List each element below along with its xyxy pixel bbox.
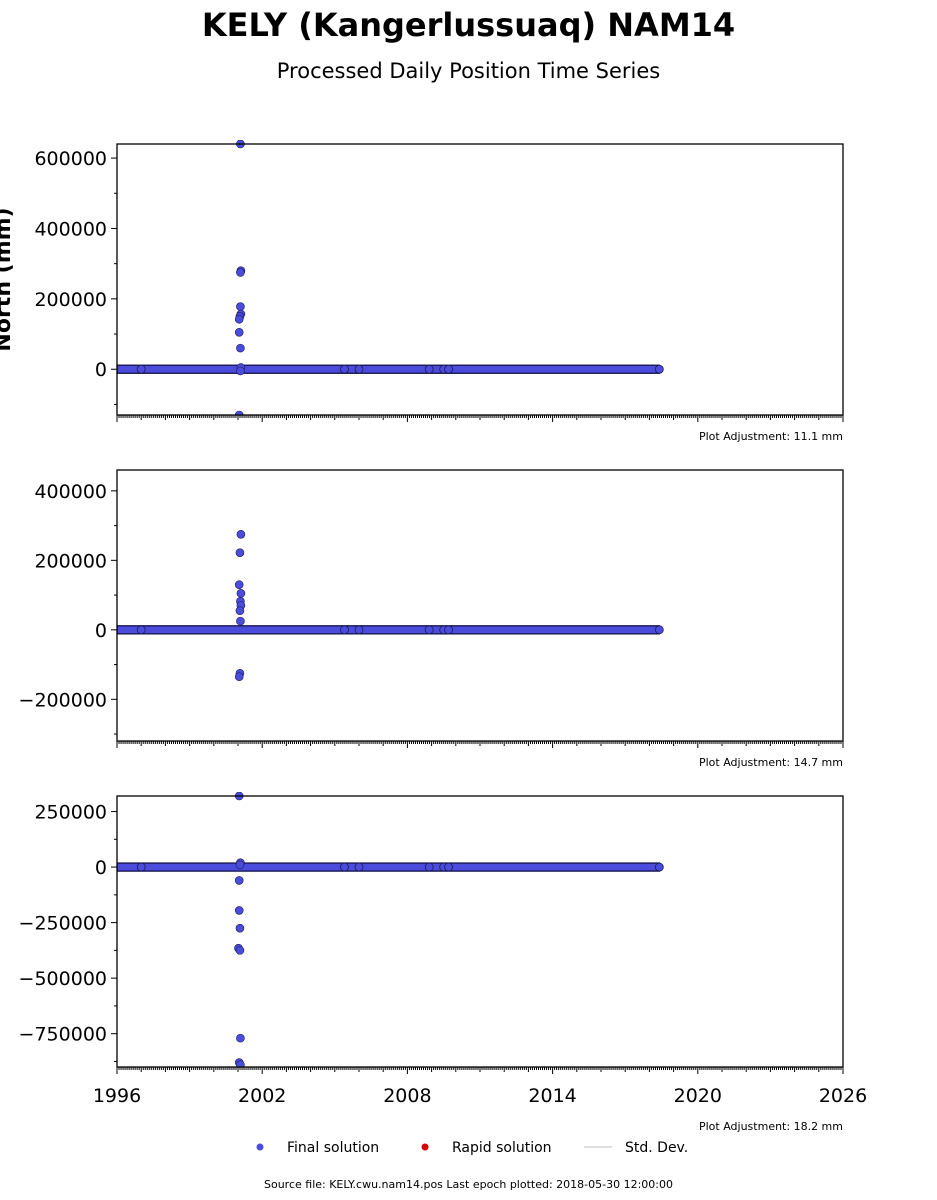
data-point bbox=[654, 862, 664, 872]
legend-marker bbox=[256, 1143, 264, 1151]
data-point bbox=[444, 625, 453, 635]
plot-adjustment-label: Plot Adjustment: 18.2 mm bbox=[699, 1120, 843, 1133]
plot-area bbox=[117, 529, 664, 682]
y-tick-label: −500000 bbox=[19, 968, 107, 990]
axes-frame bbox=[116, 143, 844, 416]
data-point bbox=[340, 862, 349, 872]
data-point bbox=[234, 327, 244, 337]
data-point bbox=[136, 364, 146, 374]
data-point bbox=[236, 343, 245, 353]
data-point bbox=[136, 862, 146, 872]
data-point bbox=[234, 314, 244, 324]
x-tick-label: 2014 bbox=[528, 1085, 576, 1107]
data-point bbox=[340, 625, 349, 635]
y-tick-label: 400000 bbox=[34, 218, 107, 240]
y-tick-label: 0 bbox=[95, 857, 107, 879]
x-tick-label: 2008 bbox=[383, 1085, 431, 1107]
legend-label: Final solution bbox=[287, 1140, 379, 1156]
y-tick-label: −200000 bbox=[19, 689, 107, 711]
data-point bbox=[354, 364, 364, 374]
data-point bbox=[354, 862, 364, 872]
data-point bbox=[654, 364, 664, 374]
axes-frame bbox=[116, 469, 844, 742]
data-point bbox=[444, 364, 453, 374]
y-tick-label: −250000 bbox=[19, 913, 107, 935]
plot-adjustment-label: Plot Adjustment: 11.1 mm bbox=[699, 430, 843, 443]
daily-solution-band bbox=[117, 625, 661, 635]
data-point bbox=[234, 876, 244, 885]
data-point bbox=[654, 625, 664, 635]
up-panel: −750000 −500000 −250000 0 250000 1996 2002 2008… bbox=[19, 792, 867, 1133]
y-tick-label: 250000 bbox=[34, 802, 107, 824]
legend: Final solution Rapid solution Std. Dev. bbox=[256, 1140, 688, 1156]
x-tick-label: 2020 bbox=[674, 1085, 722, 1107]
data-point bbox=[234, 906, 244, 915]
data-point bbox=[236, 529, 246, 539]
data-point bbox=[424, 625, 434, 635]
data-point bbox=[235, 923, 245, 933]
north-panel: 0 200000 400000 600000 North (mm) Plot Adjust… bbox=[0, 140, 844, 443]
data-point bbox=[235, 548, 245, 557]
source-footer: Source file: KELY.cwu.nam14.pos Last epo… bbox=[264, 1178, 673, 1191]
data-point bbox=[340, 364, 349, 374]
data-point bbox=[234, 672, 244, 682]
plot-area bbox=[117, 792, 664, 1067]
y-tick-label: 0 bbox=[95, 620, 107, 642]
y-tick-label: 0 bbox=[95, 359, 107, 381]
legend-marker bbox=[421, 1143, 429, 1151]
figure-subtitle: Processed Daily Position Time Series bbox=[277, 59, 661, 83]
east-panel: −200000 0 200000 400000 Plot Adjustment: 14.… bbox=[19, 469, 844, 769]
data-point bbox=[235, 946, 245, 955]
data-point bbox=[236, 589, 246, 598]
data-point bbox=[236, 366, 245, 376]
x-tick-label: 2002 bbox=[238, 1085, 286, 1107]
data-point bbox=[236, 302, 245, 311]
y-tick-label: 200000 bbox=[34, 550, 107, 572]
data-point bbox=[234, 580, 244, 589]
legend-label: Std. Dev. bbox=[625, 1140, 688, 1156]
y-tick-label: 200000 bbox=[34, 289, 107, 311]
y-tick-label: 600000 bbox=[34, 148, 107, 170]
data-point bbox=[136, 625, 146, 635]
data-point bbox=[236, 268, 245, 277]
axes-frame bbox=[116, 795, 844, 1068]
x-tick-label: 1996 bbox=[93, 1085, 141, 1107]
legend-label: Rapid solution bbox=[452, 1140, 552, 1156]
x-tick-label: 2026 bbox=[819, 1085, 867, 1107]
data-point bbox=[236, 1060, 245, 1067]
plot-adjustment-label: Plot Adjustment: 14.7 mm bbox=[699, 756, 843, 769]
y-tick-label: 400000 bbox=[34, 481, 107, 503]
daily-solution-band bbox=[117, 364, 661, 374]
data-point bbox=[234, 410, 244, 415]
data-point bbox=[444, 862, 453, 872]
data-point bbox=[235, 606, 245, 616]
daily-solution-band bbox=[117, 862, 661, 872]
y-tick-label: −750000 bbox=[19, 1024, 107, 1046]
data-point bbox=[236, 616, 245, 626]
data-point bbox=[235, 860, 245, 870]
data-point bbox=[424, 862, 434, 872]
data-point bbox=[424, 364, 434, 374]
data-point bbox=[236, 1033, 245, 1043]
y-axis-label: North (mm) bbox=[0, 207, 16, 351]
plot-area bbox=[117, 140, 664, 415]
data-point bbox=[354, 625, 364, 635]
figure-title: KELY (Kangerlussuaq) NAM14 bbox=[202, 6, 735, 44]
